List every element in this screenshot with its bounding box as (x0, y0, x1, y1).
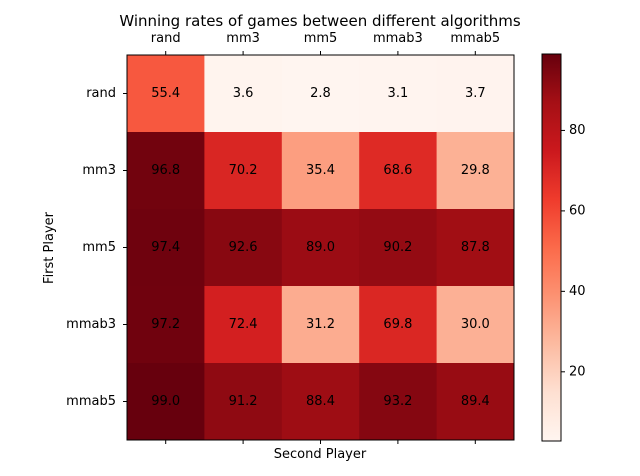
x-tick-label: rand (151, 31, 181, 46)
heatmap-cell (204, 132, 283, 210)
heatmap-cell (281, 55, 360, 133)
y-tick-label: mm5 (82, 240, 116, 255)
cell-value-label: 31.2 (306, 317, 335, 332)
cell-value-label: 87.8 (461, 240, 490, 255)
y-tick-label: mmab3 (66, 317, 116, 332)
heatmap-cell (359, 55, 438, 133)
colorbar: 20 40 60 80 (541, 53, 586, 442)
cell-value-label: 89.0 (306, 240, 335, 255)
colorbar-tick-label: 40 (569, 284, 586, 299)
y-axis-label: First Player (42, 211, 57, 284)
heatmap-cell (436, 363, 515, 441)
heatmap-cell (281, 286, 360, 364)
heatmap-cell (127, 286, 205, 364)
heatmap-cell (204, 209, 283, 287)
colorbar-tick-label: 20 (569, 364, 586, 379)
cell-value-label: 70.2 (229, 163, 258, 178)
cell-value-label: 72.4 (229, 317, 258, 332)
cell-value-label: 89.4 (461, 394, 490, 409)
heatmap-cell (436, 209, 515, 287)
x-axis-label: Second Player (274, 447, 367, 462)
heatmap-cell (204, 363, 283, 441)
x-tick-label: mm3 (226, 31, 260, 46)
heatmap-cells (127, 55, 515, 441)
heatmap-cell (436, 132, 515, 210)
cell-value-label: 99.0 (151, 394, 180, 409)
chart-title: Winning rates of games between different… (119, 12, 521, 30)
heatmap-cell (127, 55, 205, 133)
x-tick-label: mmab5 (450, 31, 500, 46)
heatmap-cell (359, 286, 438, 364)
colorbar-tick-label: 60 (569, 203, 586, 218)
heatmap-cell (281, 132, 360, 210)
heatmap-cell (359, 363, 438, 441)
cell-value-label: 69.8 (383, 317, 412, 332)
cell-value-label: 92.6 (229, 240, 258, 255)
heatmap-cell (436, 286, 515, 364)
cell-value-label: 91.2 (229, 394, 258, 409)
colorbar-tick-label: 80 (569, 123, 586, 138)
cell-value-label: 29.8 (461, 163, 490, 178)
cell-value-label: 3.1 (388, 86, 409, 101)
cell-value-label: 97.2 (151, 317, 180, 332)
cell-value-label: 97.4 (151, 240, 180, 255)
cell-value-label: 90.2 (383, 240, 412, 255)
y-tick-label: mm3 (82, 163, 116, 178)
heatmap-cell (359, 209, 438, 287)
heatmap-cell-labels: 55.4 3.6 2.8 3.1 3.7 96.8 70.2 35.4 68.6 29.8 97.4… (151, 86, 490, 409)
colorbar-gradient (541, 53, 562, 442)
heatmap-cell (204, 286, 283, 364)
cell-value-label: 96.8 (151, 163, 180, 178)
heatmap-cell (281, 363, 360, 441)
cell-value-label: 30.0 (461, 317, 490, 332)
heatmap-cell (204, 55, 283, 133)
heatmap-cell (127, 363, 205, 441)
cell-value-label: 35.4 (306, 163, 335, 178)
heatmap-cell (127, 132, 205, 210)
x-tick-label: mm5 (304, 31, 338, 46)
x-axis-ticks: rand mm3 mm5 mmab3 mmab5 (151, 31, 500, 444)
cell-value-label: 2.8 (310, 86, 331, 101)
cell-value-label: 3.6 (233, 86, 254, 101)
heatmap-cell (281, 209, 360, 287)
y-axis-ticks: rand mm3 mm5 mmab3 mmab5 (66, 86, 127, 409)
heatmap-cell (436, 55, 515, 133)
x-tick-label: mmab3 (373, 31, 423, 46)
y-tick-label: rand (86, 86, 116, 101)
cell-value-label: 88.4 (306, 394, 335, 409)
cell-value-label: 3.7 (465, 86, 486, 101)
cell-value-label: 55.4 (151, 86, 180, 101)
heatmap-cell (359, 132, 438, 210)
heatmap-cell (127, 209, 205, 287)
cell-value-label: 68.6 (383, 163, 412, 178)
cell-value-label: 93.2 (383, 394, 412, 409)
y-tick-label: mmab5 (66, 394, 116, 409)
